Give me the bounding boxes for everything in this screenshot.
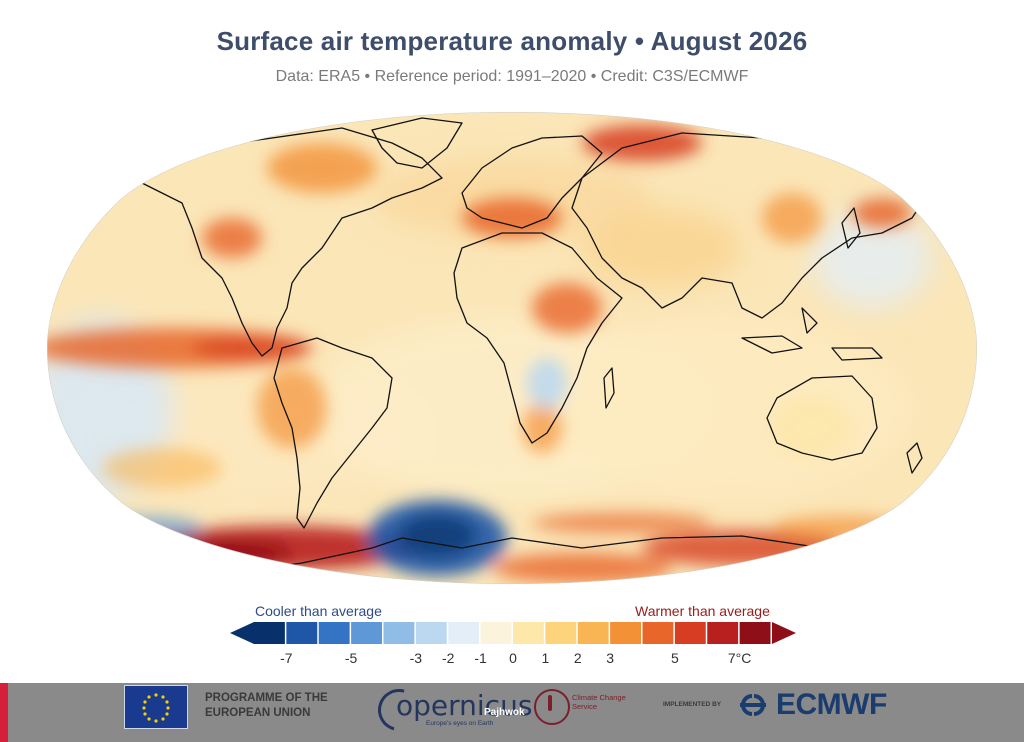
- colorbar-swatch: [545, 622, 577, 644]
- colorbar-tick-label: 5: [670, 650, 679, 666]
- colorbar-swatch: [415, 622, 447, 644]
- ecmwf-mark-icon: [740, 694, 766, 716]
- colorbar-swatch: [577, 622, 609, 644]
- colorbar-swatch: [254, 622, 285, 644]
- copernicus-logo: opernicus Europe's eyes on Earth: [370, 681, 532, 739]
- colorbar-swatch: [674, 622, 706, 644]
- colorbar-tick-label: 0: [509, 650, 517, 666]
- colorbar-swatch: [318, 622, 350, 644]
- copernicus-label: opernicus: [396, 689, 533, 722]
- ecmwf-logo: ECMWF: [734, 685, 914, 727]
- colorbar-swatch: [286, 622, 318, 644]
- colorbar-tick-label: -2: [442, 650, 455, 666]
- anomaly-field: [47, 112, 977, 584]
- colorbar-swatch: [707, 622, 739, 644]
- colorbar-swatch: [513, 622, 544, 644]
- colorbar-swatch: [739, 622, 771, 644]
- colorbar-tick-label: -5: [344, 650, 358, 666]
- c3s-logo: Climate Change Service: [534, 689, 654, 729]
- page-title: Surface air temperature anomaly • August…: [216, 26, 808, 56]
- footer-accent: [0, 683, 8, 742]
- colorbar-swatch: [351, 622, 382, 644]
- colorbar-swatch: [480, 622, 512, 644]
- c3s-label: Climate Change Service: [572, 693, 626, 711]
- eu-programme-label: PROGRAMME OF THE EUROPEAN UNION: [205, 692, 328, 719]
- page-subtitle: Data: ERA5 • Reference period: 1991–2020…: [275, 68, 749, 85]
- colorbar-tick-label: 7°C: [727, 650, 752, 666]
- anomaly-map: [42, 108, 982, 588]
- colorbar-tick-label: 2: [573, 650, 582, 666]
- warmer-label: Warmer than average: [635, 603, 770, 619]
- colorbar-swatch: [610, 622, 641, 644]
- colorbar-tick-label: -1: [474, 650, 487, 666]
- colorbar-tick-label: 1: [541, 650, 550, 666]
- watermark: Pajhwok: [484, 707, 525, 718]
- colorbar-tick-label: -7: [280, 650, 293, 666]
- c3s-circle-icon: [534, 689, 570, 725]
- implemented-by-label: IMPLEMENTED BY: [663, 701, 722, 708]
- colorbar-swatch: [448, 622, 480, 644]
- ecmwf-label: ECMWF: [776, 688, 887, 721]
- colorbar: [230, 622, 796, 644]
- colorbar-swatch: [383, 622, 415, 644]
- colorbar-swatch: [642, 622, 674, 644]
- eu-flag-icon: [124, 685, 188, 729]
- footer: PROGRAMME OF THE EUROPEAN UNION opernicu…: [0, 681, 1024, 742]
- colorbar-tick-label: 3: [606, 650, 615, 666]
- cooler-label: Cooler than average: [255, 603, 382, 619]
- coastlines: [141, 117, 933, 579]
- colorbar-tick-label: -3: [409, 650, 423, 666]
- colorbar-arrow-warm: [772, 622, 796, 644]
- copernicus-tagline: Europe's eyes on Earth: [426, 720, 494, 727]
- colorbar-arrow-cool: [230, 622, 254, 644]
- thermometer-icon: [548, 695, 552, 711]
